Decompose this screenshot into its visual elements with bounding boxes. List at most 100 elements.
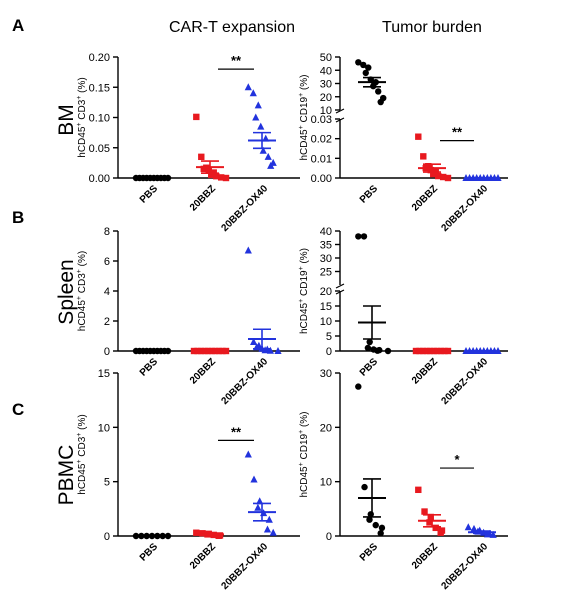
x-category-label: 20BBZ-OX40 <box>220 541 271 592</box>
y-tick-label: 5 <box>104 477 110 489</box>
data-point <box>378 524 386 532</box>
panel-letter-b: B <box>12 208 24 227</box>
axis-break-mark <box>335 117 345 123</box>
y-tick-label: 15 <box>320 301 332 313</box>
row-label-pbmc: PBMC <box>55 445 78 506</box>
data-point <box>444 347 452 355</box>
y-tick-label: 0.15 <box>89 82 110 94</box>
y-axis-label: hCD45+ CD19+ (%) <box>298 248 310 334</box>
y-tick-label: 5 <box>326 331 332 343</box>
data-point <box>366 338 373 346</box>
data-point <box>365 64 372 71</box>
data-point <box>193 113 200 121</box>
data-point <box>427 166 434 174</box>
data-point <box>257 122 265 130</box>
data-point <box>470 524 478 532</box>
row-label-bm: BM <box>55 104 78 136</box>
x-category-label: PBS <box>358 356 381 379</box>
y-tick-label: 0 <box>104 531 110 543</box>
x-category-label: PBS <box>358 541 381 564</box>
data-point <box>435 172 442 180</box>
x-category-label: PBS <box>358 183 381 206</box>
data-point <box>213 172 220 180</box>
data-point <box>244 246 252 254</box>
chart-A-car-t: 0.00 0.05 0.10 0.15 0.20 hCD45+ CD3+ (%) PBS 20… <box>76 52 300 234</box>
data-point <box>274 347 282 354</box>
data-point <box>265 515 273 523</box>
data-point <box>362 69 369 77</box>
data-point <box>244 450 252 458</box>
data-point <box>355 233 362 240</box>
x-category-label: 20BBZ-OX40 <box>220 356 271 407</box>
y-tick-label: 4 <box>104 286 110 298</box>
data-point <box>250 338 258 345</box>
y-tick-label: 40 <box>320 65 332 77</box>
data-point <box>215 532 222 539</box>
axis-break-mark <box>335 108 345 114</box>
x-category-label: 20BBZ <box>410 356 440 386</box>
data-point <box>193 529 200 536</box>
y-tick-label: 0 <box>326 346 332 358</box>
data-point <box>164 347 172 355</box>
axis-break-mark <box>335 289 345 295</box>
chart-C-car-t: 0 5 10 15 hCD45+ CD3+ (%) PBS 20BBZ 20BBZ-OX40 *… <box>76 368 300 592</box>
y-tick-label: 15 <box>98 368 110 380</box>
data-point <box>254 503 262 511</box>
data-point <box>494 174 502 181</box>
data-point <box>252 113 260 121</box>
y-tick-label: 6 <box>104 256 110 268</box>
data-point <box>259 146 267 154</box>
data-point <box>218 174 225 181</box>
data-point <box>420 153 427 160</box>
data-point <box>360 61 367 69</box>
y-tick-label: 50 <box>320 52 332 64</box>
data-point <box>426 519 433 526</box>
data-point <box>366 516 373 523</box>
data-point <box>208 171 215 179</box>
data-point <box>269 528 277 536</box>
data-point <box>355 59 362 66</box>
data-point <box>360 233 368 240</box>
y-tick-label: 0.00 <box>89 173 110 185</box>
x-category-label: PBS <box>138 183 161 206</box>
data-point <box>427 513 434 521</box>
data-point <box>437 529 444 536</box>
y-tick-label: 0.01 <box>311 153 332 165</box>
panel-letter-a: A <box>12 16 24 35</box>
data-point <box>364 344 372 352</box>
data-point <box>494 347 502 354</box>
data-point <box>421 508 428 515</box>
data-point <box>372 521 379 529</box>
x-category-label: 20BBZ <box>188 356 218 386</box>
y-tick-label: 10 <box>320 316 332 328</box>
x-category-label: 20BBZ-OX40 <box>220 183 271 234</box>
data-point <box>374 347 381 354</box>
panel-letter-c: C <box>12 400 24 419</box>
data-point <box>355 383 362 390</box>
y-tick-label: 20 <box>320 422 332 434</box>
y-tick-label: 0.10 <box>89 113 110 125</box>
significance-label: * <box>454 452 460 467</box>
data-point <box>412 347 420 355</box>
axis-break-mark <box>335 283 345 289</box>
data-point <box>164 174 172 182</box>
data-point <box>432 524 439 532</box>
y-tick-label: 20 <box>320 92 332 104</box>
x-category-label: 20BBZ-OX40 <box>440 356 491 407</box>
data-point <box>205 167 212 174</box>
data-point <box>244 83 252 91</box>
significance-label: ** <box>231 424 242 439</box>
x-category-label: 20BBZ <box>410 183 440 213</box>
x-category-label: PBS <box>138 541 161 564</box>
x-category-label: 20BBZ <box>188 183 218 213</box>
y-axis-label: hCD45+ CD3+ (%) <box>76 77 88 157</box>
x-category-label: 20BBZ-OX40 <box>440 183 491 234</box>
significance-label: ** <box>231 53 242 68</box>
y-tick-label: 40 <box>320 226 332 238</box>
y-tick-label: 30 <box>320 368 332 380</box>
data-point <box>264 152 272 160</box>
y-tick-label: 10 <box>320 477 332 489</box>
data-point <box>164 532 172 540</box>
data-point <box>384 347 392 355</box>
